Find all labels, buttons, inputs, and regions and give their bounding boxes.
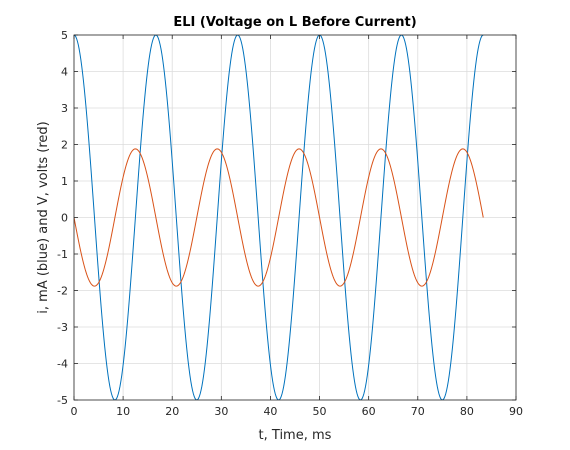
y-tick-label: 5 [61,29,68,42]
series-line-current [74,35,484,400]
x-tick-label: 70 [411,405,425,418]
y-tick-label: 3 [61,102,68,115]
y-tick-label: 1 [61,175,68,188]
y-tick-label: -5 [57,394,68,407]
x-tick-label: 10 [116,405,130,418]
chart-title: ELI (Voltage on L Before Current) [173,15,416,30]
y-tick-label: -1 [57,248,68,261]
x-tick-label: 80 [460,405,474,418]
x-tick-label: 50 [313,405,327,418]
y-tick-label: -4 [57,358,68,371]
series-layer [74,35,484,400]
y-tick-label: 2 [61,139,68,152]
x-tick-label: 60 [362,405,376,418]
y-tick-label: -3 [57,321,68,334]
x-tick-label: 30 [214,405,228,418]
y-tick-label: -2 [57,285,68,298]
series-line-voltage [74,148,484,287]
y-axis-title: i, mA (blue) and V, volts (red) [36,121,51,313]
x-tick-label: 0 [71,405,78,418]
x-tick-label: 20 [165,405,179,418]
y-tick-label: 0 [61,212,68,225]
y-tick-label: 4 [61,66,68,79]
x-tick-label: 40 [263,405,277,418]
x-axis-title: t, Time, ms [259,428,332,443]
x-tick-label: 90 [509,405,523,418]
axis-ticks: 0 10 20 30 40 50 60 70 80 90 -5 -4 -3 -2 -1 0 1 2 3 4 5 [57,29,523,418]
